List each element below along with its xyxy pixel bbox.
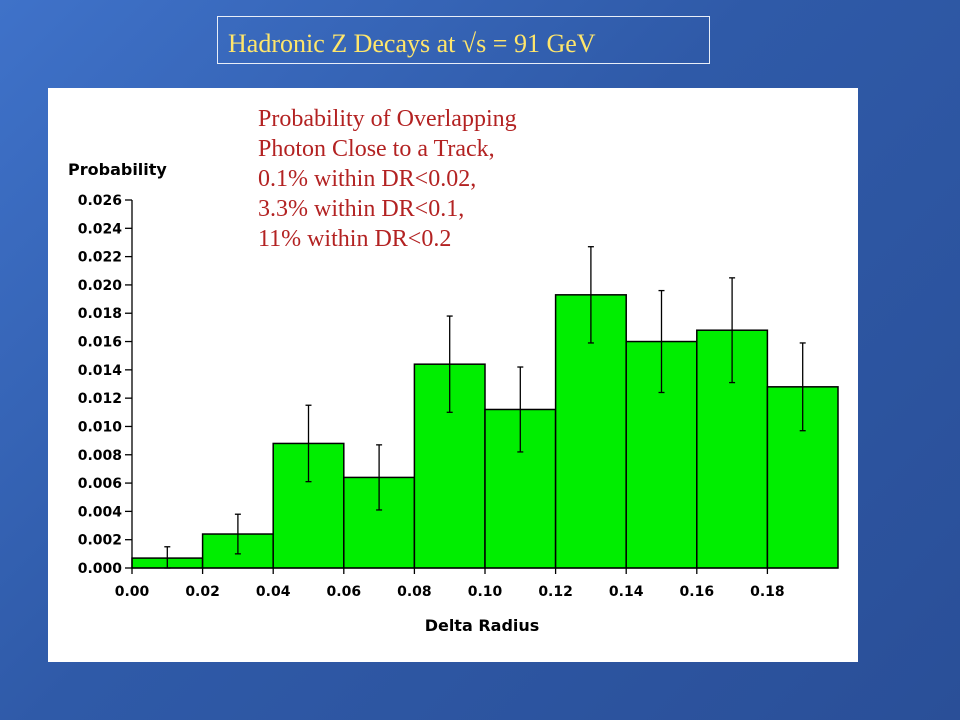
y-tick-label: 0.026 [78, 193, 122, 209]
annotation-line: Probability of Overlapping [258, 106, 517, 132]
y-tick-label: 0.012 [78, 391, 122, 407]
annotation-line: Photon Close to a Track, [258, 136, 495, 162]
x-tick-label: 0.06 [327, 584, 362, 600]
x-tick-label: 0.10 [468, 584, 503, 600]
histogram-chart: Probability Delta Radius 0.000 0.002 0.004… [68, 160, 839, 635]
y-tick-label: 0.008 [78, 448, 122, 464]
annotation-text: Probability of Overlapping Photon Close … [258, 104, 678, 254]
y-tick-label: 0.022 [78, 250, 122, 266]
bars-group [131, 294, 839, 569]
x-axis-label: Delta Radius [425, 616, 540, 635]
y-tick-label: 0.004 [78, 504, 123, 520]
y-tick-label: 0.020 [78, 278, 123, 294]
x-tick-label: 0.18 [750, 584, 785, 600]
error-bars-group [164, 246, 806, 569]
y-tick-label: 0.016 [78, 335, 122, 351]
x-tick-label: 0.12 [538, 584, 573, 600]
y-tick-label: 0.024 [78, 221, 123, 237]
slide-title: Hadronic Z Decays at √s = 91 GeV [217, 16, 710, 64]
x-tick-label: 0.16 [680, 584, 715, 600]
y-tick-label: 0.000 [78, 561, 123, 577]
x-tick-label: 0.14 [609, 584, 644, 600]
y-tick-label: 0.002 [78, 533, 122, 549]
x-tick-label: 0.04 [256, 584, 291, 600]
y-tick-label: 0.010 [78, 419, 123, 435]
x-tick-label: 0.08 [397, 584, 432, 600]
y-axis: 0.000 0.002 0.004 0.006 0.008 0.010 0.012 0.014… [78, 193, 133, 577]
y-tick-label: 0.018 [78, 306, 122, 322]
y-axis-label: Probability [68, 160, 167, 179]
annotation-line: 11% within DR<0.2 [258, 226, 452, 252]
y-tick-label: 0.006 [78, 476, 122, 492]
x-tick-label: 0.02 [185, 584, 220, 600]
annotation-line: 3.3% within DR<0.1, [258, 196, 465, 222]
x-axis: 0.00 0.02 0.04 0.06 0.08 0.10 0.12 0.14 0.16 0.18 [115, 567, 838, 600]
y-tick-label: 0.014 [78, 363, 123, 379]
annotation-line: 0.1% within DR<0.02, [258, 166, 477, 192]
x-tick-label: 0.00 [115, 584, 150, 600]
